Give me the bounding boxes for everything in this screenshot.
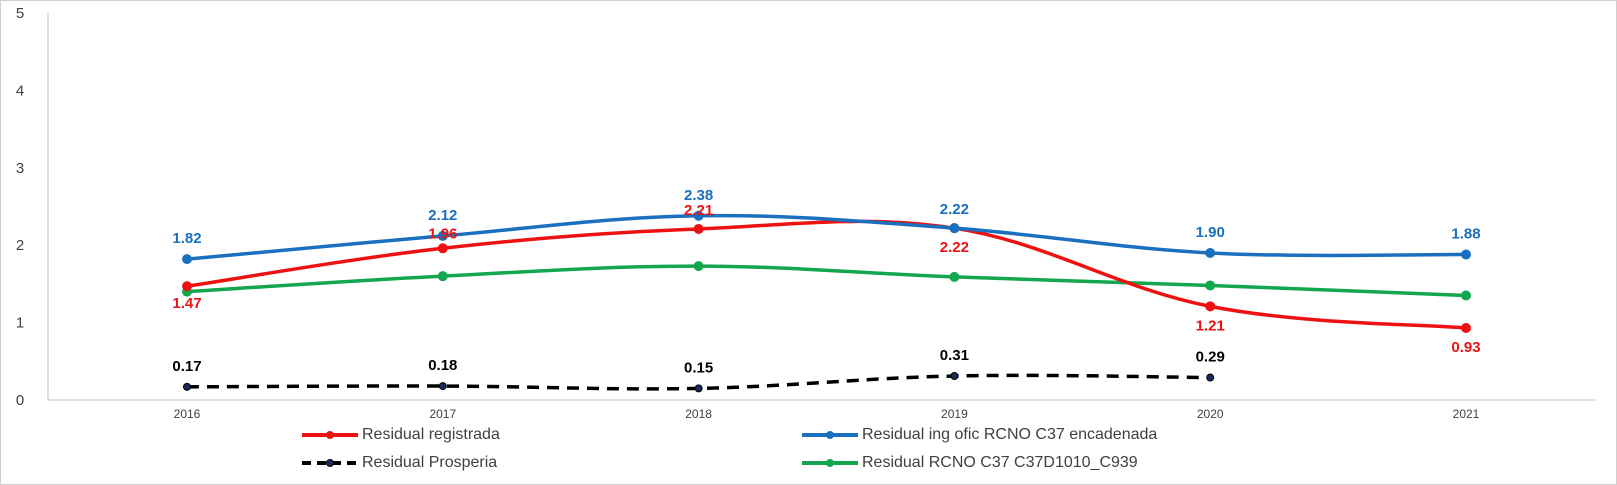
series-layer (182, 210, 1471, 393)
data-point-residual-ing-ofic[interactable] (1205, 247, 1216, 258)
legend-label: Residual registrada (362, 426, 500, 443)
data-point-residual-prosperia[interactable] (694, 384, 703, 393)
series-line-residual-registrada (185, 219, 1468, 330)
data-label-residual-prosperia: 0.31 (940, 347, 969, 364)
data-label-residual-ing-ofic: 2.12 (428, 207, 457, 224)
data-point-residual-ing-ofic[interactable] (949, 223, 960, 234)
data-point-residual-rcno[interactable] (693, 261, 704, 272)
data-point-residual-ing-ofic[interactable] (1461, 249, 1471, 260)
legend-label: Residual Prosperia (362, 454, 498, 471)
data-label-residual-registrada: 1.96 (428, 225, 457, 242)
y-tick-labels: 0 1 2 3 4 5 (16, 5, 24, 409)
data-point-residual-rcno[interactable] (437, 271, 448, 282)
legend-item-residual-rcno[interactable]: Residual RCNO C37 C37D1010_C939 (800, 452, 1300, 474)
legend-item-residual-prosperia[interactable]: Residual Prosperia (300, 452, 790, 474)
legend-swatch-black-dashed (302, 459, 358, 467)
data-label-residual-prosperia: 0.15 (684, 359, 713, 376)
legend-swatch-blue (802, 431, 858, 439)
data-label-residual-prosperia: 0.17 (172, 358, 201, 375)
data-point-residual-ing-ofic[interactable] (693, 210, 704, 221)
legend-swatch-green (802, 459, 858, 467)
series-line-residual-rcno (185, 264, 1468, 298)
legend-item-residual-ing-ofic[interactable]: Residual ing ofic RCNO C37 encadenada (800, 424, 1300, 446)
data-label-residual-prosperia: 0.29 (1196, 349, 1225, 366)
data-point-residual-rcno[interactable] (1205, 280, 1216, 291)
legend-label: Residual RCNO C37 C37D1010_C939 (862, 454, 1138, 471)
data-point-residual-prosperia[interactable] (950, 372, 959, 381)
data-label-residual-ing-ofic: 2.22 (940, 201, 969, 218)
y-tick-label: 0 (16, 392, 24, 409)
data-point-residual-registrada[interactable] (1205, 301, 1216, 312)
data-point-residual-registrada[interactable] (1461, 323, 1471, 334)
data-point-residual-ing-ofic[interactable] (182, 254, 192, 265)
data-label-residual-registrada: 1.21 (1196, 317, 1225, 334)
series-line-residual-ing-ofic (185, 213, 1468, 261)
y-tick-label: 4 (16, 82, 24, 99)
data-point-residual-prosperia[interactable] (1206, 373, 1215, 382)
legend-label: Residual ing ofic RCNO C37 encadenada (862, 426, 1158, 443)
x-tick-label: 2018 (685, 407, 712, 421)
data-point-residual-ing-ofic[interactable] (437, 230, 448, 241)
data-point-residual-rcno[interactable] (1461, 290, 1471, 301)
x-tick-label: 2019 (941, 407, 968, 421)
data-label-residual-registrada: 1.47 (172, 295, 201, 312)
y-tick-label: 1 (16, 315, 24, 332)
data-label-residual-ing-ofic: 1.90 (1196, 224, 1225, 241)
y-tick-label: 2 (16, 237, 24, 254)
x-tick-label: 2021 (1453, 407, 1480, 421)
data-label-residual-registrada: 2.21 (684, 202, 713, 219)
data-label-residual-prosperia: 0.18 (428, 357, 457, 374)
data-point-residual-rcno[interactable] (949, 271, 960, 282)
data-point-residual-registrada[interactable] (693, 223, 704, 234)
legend-swatch-red (302, 431, 358, 439)
legend: Residual registrada Residual ing ofic RC… (300, 424, 1360, 474)
y-tick-label: 3 (16, 160, 24, 177)
y-tick-label: 5 (16, 5, 24, 22)
data-label-residual-ing-ofic: 1.88 (1451, 225, 1480, 242)
legend-item-residual-registrada[interactable]: Residual registrada (300, 424, 790, 446)
data-label-residual-ing-ofic: 2.38 (684, 187, 713, 204)
data-labels: 1.47 1.96 2.21 2.22 1.21 0.93 1.82 2.12 2.38 2.22… (172, 187, 1480, 377)
data-point-residual-prosperia[interactable] (438, 382, 447, 391)
x-tick-label: 2020 (1197, 407, 1224, 421)
data-label-residual-registrada: 2.22 (940, 239, 969, 256)
data-point-residual-prosperia[interactable] (183, 382, 191, 391)
x-tick-label: 2017 (429, 407, 456, 421)
data-point-residual-registrada[interactable] (437, 243, 448, 254)
x-tick-labels: 2016 2017 2018 2019 2020 2021 (174, 407, 1480, 421)
data-label-residual-ing-ofic: 1.82 (172, 230, 201, 247)
data-label-residual-registrada: 0.93 (1451, 339, 1480, 356)
x-tick-label: 2016 (174, 407, 201, 421)
data-point-residual-registrada[interactable] (182, 281, 192, 292)
